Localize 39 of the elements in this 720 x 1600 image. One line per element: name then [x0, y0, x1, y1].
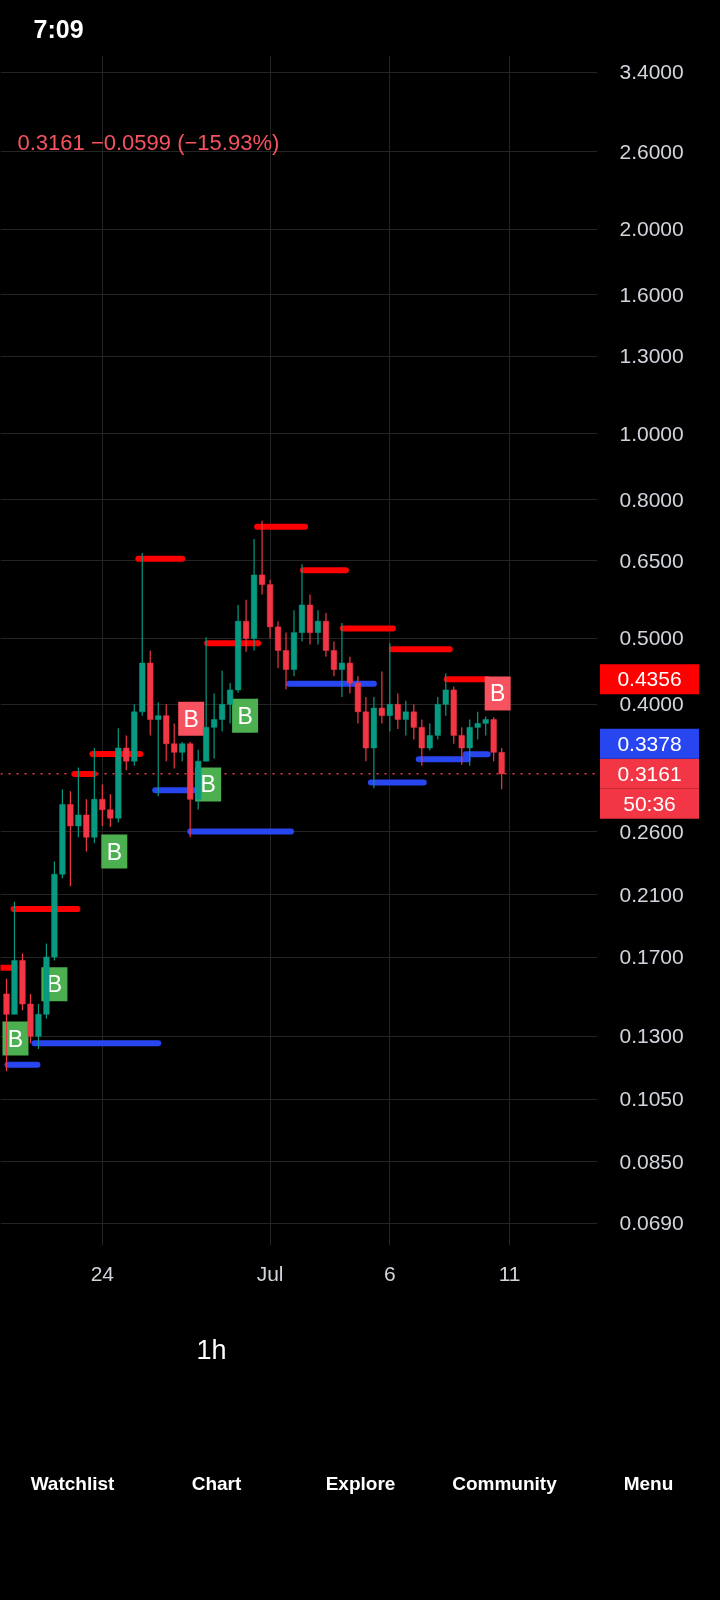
y-tick-label: 0.4000: [619, 692, 684, 716]
text: Community: [452, 1473, 558, 1494]
y-tick-label: 0.1300: [619, 1024, 684, 1048]
x-tick-label: Jul: [256, 1261, 284, 1285]
text: Explore: [325, 1473, 396, 1494]
x-tick-label: 24: [90, 1261, 115, 1285]
text: 0.4356: [617, 667, 682, 691]
data-label: B: [183, 705, 199, 732]
y-tick-label: 1.6000: [619, 282, 684, 306]
y-tick-label: 0.6500: [619, 548, 684, 572]
text: 0.3161 −0.0599 (−15.93%): [17, 130, 280, 155]
y-tick-label: 1.0000: [619, 421, 684, 445]
data-label: B: [106, 838, 122, 865]
y-tick-label: 0.0690: [619, 1211, 684, 1235]
text: 0.3378: [617, 731, 682, 755]
data-label: B: [46, 971, 63, 998]
y-tick-label: 0.2600: [619, 819, 684, 843]
y-tick-label: 0.2100: [619, 882, 684, 906]
text: 1h: [196, 1334, 227, 1365]
y-tick-label: 2.0000: [619, 217, 684, 241]
data-label: B: [7, 1025, 24, 1052]
text: 7:09: [33, 14, 84, 43]
data-label: B: [237, 702, 253, 729]
y-tick-label: 0.1050: [619, 1087, 684, 1111]
text: Menu: [623, 1473, 674, 1494]
text: Watchlist: [30, 1473, 116, 1494]
y-tick-label: 0.1700: [619, 945, 684, 969]
x-tick-label: 6: [384, 1261, 396, 1285]
data-label: B: [490, 680, 506, 707]
y-tick-label: 0.8000: [619, 487, 684, 511]
text: Chart: [191, 1473, 242, 1494]
y-tick-label: 3.4000: [619, 60, 684, 84]
y-tick-label: 0.0850: [619, 1149, 684, 1173]
y-tick-label: 2.6000: [619, 139, 684, 163]
y-tick-label: 0.5000: [619, 626, 684, 650]
data-label: B: [200, 771, 216, 798]
ref-line-label: 0.3161 50:36: [617, 761, 682, 816]
y-tick-label: 1.3000: [619, 344, 684, 368]
x-tick-label: 11: [498, 1261, 521, 1285]
